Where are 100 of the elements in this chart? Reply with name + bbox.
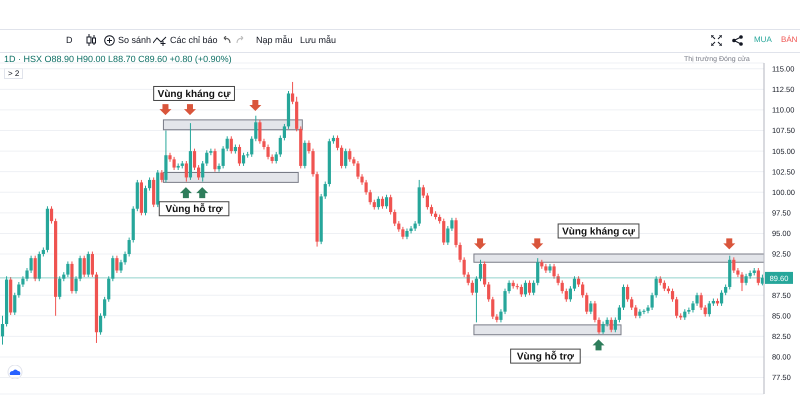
text: MUA xyxy=(754,35,772,44)
candlestick xyxy=(234,144,237,154)
candlestick xyxy=(197,164,200,180)
text: Các chỉ báo xyxy=(170,35,218,45)
candlestick xyxy=(503,288,507,315)
candlestick xyxy=(107,276,110,302)
candlestick xyxy=(30,255,33,274)
candlestick xyxy=(258,119,262,144)
candlestick xyxy=(66,260,70,278)
candlestick xyxy=(597,316,601,334)
candlestick xyxy=(593,300,597,323)
candlestick xyxy=(42,246,45,257)
candlestick xyxy=(168,152,172,162)
candlestick xyxy=(675,296,678,319)
candlestick xyxy=(160,170,164,183)
candlestick xyxy=(336,134,340,151)
candlestick xyxy=(414,220,417,232)
candlestick xyxy=(638,308,642,319)
candlestick xyxy=(86,251,90,278)
candlestick xyxy=(704,304,707,318)
candlestick xyxy=(756,268,760,286)
candlestick xyxy=(695,292,699,306)
candlestick xyxy=(103,296,106,319)
band-label: Vùng hỗ trợ xyxy=(166,203,224,216)
candlestick xyxy=(683,308,686,320)
candlestick xyxy=(266,144,270,160)
text: BÁN xyxy=(781,35,798,44)
candlestick xyxy=(560,280,564,294)
candlestick xyxy=(213,148,217,172)
candlestick xyxy=(700,292,703,311)
candlestick xyxy=(364,179,368,196)
candlestick xyxy=(380,196,384,210)
candlestick xyxy=(344,148,348,169)
candlestick xyxy=(397,220,400,232)
candlestick xyxy=(568,286,572,302)
candlestick xyxy=(630,296,634,311)
candlestick xyxy=(528,280,532,296)
candlestick xyxy=(732,256,736,274)
candlestick xyxy=(282,123,286,141)
text: Nạp mẫu xyxy=(256,35,293,45)
candlestick xyxy=(119,259,123,274)
candlestick xyxy=(491,296,494,320)
candlestick xyxy=(74,276,78,294)
candlestick xyxy=(34,255,37,282)
candlestick xyxy=(736,268,740,278)
candlestick xyxy=(650,292,654,311)
candlestick xyxy=(62,272,66,282)
candlestick xyxy=(278,134,282,158)
band-label: Vùng kháng cự xyxy=(562,226,636,238)
text: So sánh xyxy=(118,35,152,45)
candlestick xyxy=(532,280,536,296)
candlestick xyxy=(524,280,528,298)
candlestick xyxy=(238,144,242,166)
candlestick xyxy=(540,259,544,270)
candlestick xyxy=(50,206,54,224)
candlestick xyxy=(622,284,626,311)
candlestick xyxy=(262,138,266,150)
candlestick xyxy=(691,300,695,313)
candlestick xyxy=(474,276,478,323)
candlestick xyxy=(82,255,86,278)
candlestick xyxy=(556,273,560,286)
candlestick xyxy=(462,256,466,278)
candlestick xyxy=(376,196,380,210)
candlestick xyxy=(384,194,388,210)
candlestick xyxy=(389,194,392,215)
candlestick xyxy=(123,251,127,266)
candlestick xyxy=(368,189,372,206)
candlestick xyxy=(303,140,306,169)
candlestick xyxy=(352,156,356,166)
candlestick xyxy=(478,259,482,282)
candlestick xyxy=(458,242,462,263)
candlestick xyxy=(148,176,152,192)
candlestick xyxy=(606,316,609,327)
candlestick xyxy=(21,276,25,288)
candlestick xyxy=(0,315,4,346)
candlestick xyxy=(601,321,605,334)
candlestick xyxy=(340,144,344,169)
candlestick xyxy=(654,276,658,298)
candlestick xyxy=(670,288,674,302)
candlestick xyxy=(111,255,114,282)
candlestick xyxy=(576,276,580,288)
candlestick xyxy=(274,151,278,164)
candlestick xyxy=(372,199,376,210)
candlestick xyxy=(482,260,486,288)
candlestick xyxy=(708,300,711,318)
candlestick xyxy=(242,152,246,166)
candlestick xyxy=(426,192,429,210)
candlestick xyxy=(520,284,523,298)
candlestick xyxy=(90,251,94,278)
candlestick xyxy=(115,255,118,274)
chart-subtitle: 1D · HSX O88.90 H90.00 L88.70 C89.60 +0.80 (+0.90%) xyxy=(4,54,232,64)
candlestick xyxy=(311,148,315,178)
candlestick xyxy=(487,282,490,302)
candlestick xyxy=(430,204,434,217)
candlestick xyxy=(356,160,360,180)
candlestick xyxy=(720,290,724,306)
candlestick xyxy=(250,136,254,158)
candlestick xyxy=(536,258,540,286)
candlestick xyxy=(393,209,396,227)
candlestick xyxy=(626,284,630,302)
